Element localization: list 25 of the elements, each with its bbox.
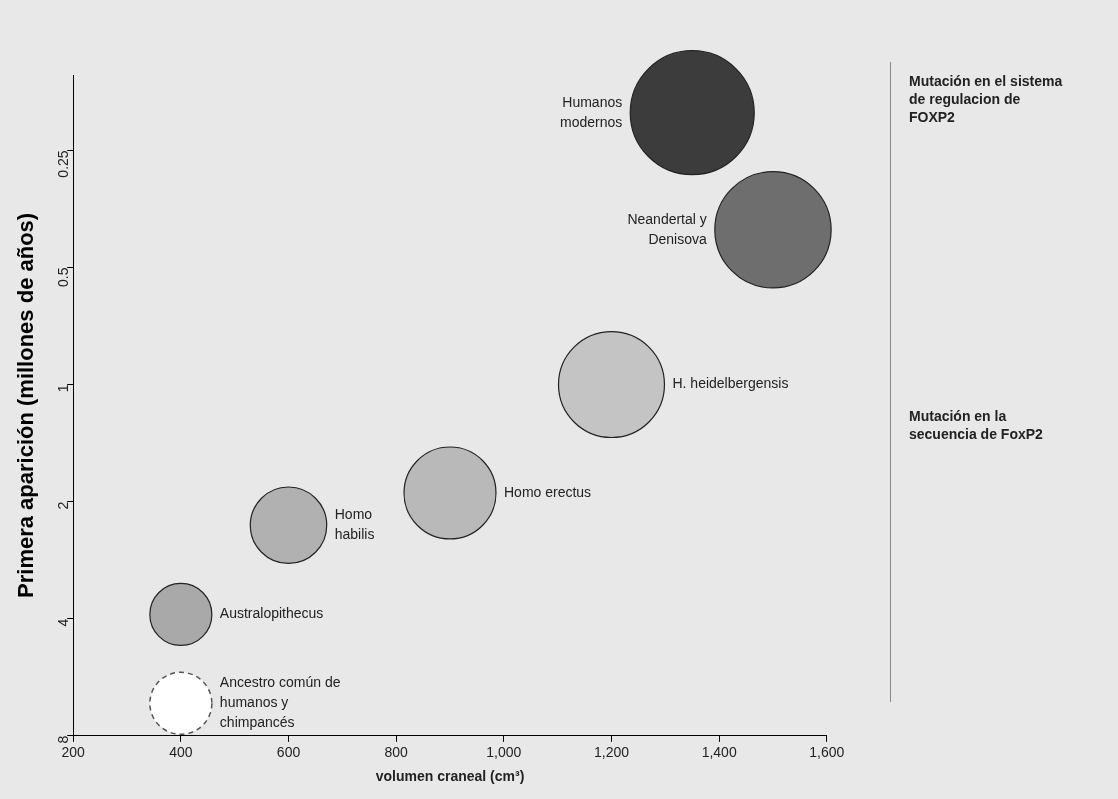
y-tick-label: 1 bbox=[55, 384, 72, 393]
x-tick-label: 800 bbox=[384, 744, 409, 761]
y-axis-title: Primera aparición (millones de años) bbox=[13, 212, 39, 598]
series-label: Neandertal y Denisova bbox=[627, 210, 708, 247]
x-tick-label: 1,600 bbox=[809, 744, 845, 761]
series-label: Humanos modernos bbox=[559, 93, 623, 130]
x-tick-label: 1,000 bbox=[486, 744, 522, 761]
y-tick-label: 0.25 bbox=[55, 150, 72, 178]
x-tick-label: 1,400 bbox=[701, 744, 737, 761]
x-tick-label: 1,200 bbox=[593, 744, 630, 761]
x-tick-label: 200 bbox=[61, 744, 86, 761]
y-tick-label: 2 bbox=[55, 501, 72, 510]
series-label: Homo habilis bbox=[334, 506, 375, 543]
x-axis-title: volumen craneal (cm³) bbox=[375, 767, 525, 784]
series-label: Australopithecus bbox=[219, 605, 324, 622]
x-tick-label: 400 bbox=[169, 744, 193, 761]
text: Mutación en el sistema de regulacion de FOXP2 bbox=[909, 72, 1064, 126]
y-tick-label: 0.5 bbox=[55, 267, 72, 287]
y-tick-label: 4 bbox=[55, 618, 72, 627]
text: Mutación en la secuencia de FoxP2 bbox=[909, 407, 1044, 443]
series-label: Ancestro común de humanos y chimpancés bbox=[219, 674, 341, 731]
series-label: H. heidelbergensis bbox=[672, 375, 789, 392]
series-label: Homo erectus bbox=[503, 483, 592, 500]
x-tick-label: 600 bbox=[276, 744, 301, 761]
y-tick-label: 8 bbox=[55, 735, 72, 744]
